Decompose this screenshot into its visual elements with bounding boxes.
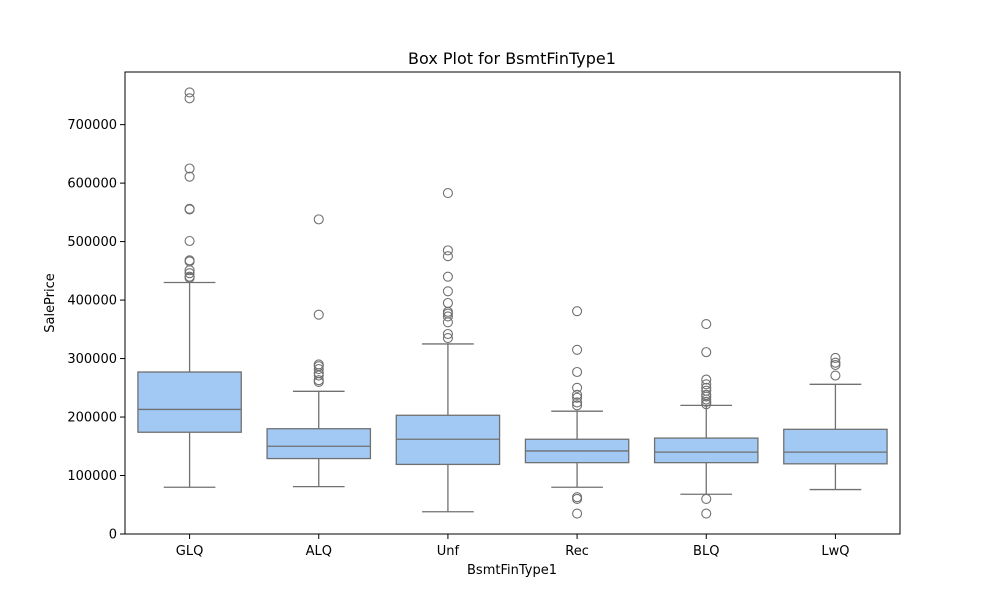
x-tick-label: Rec xyxy=(565,544,589,559)
outlier-point xyxy=(313,364,324,375)
outlier-point xyxy=(184,268,195,279)
outlier-point xyxy=(184,93,195,104)
outlier-point xyxy=(184,265,195,276)
box-blq xyxy=(653,319,759,519)
outlier-point xyxy=(184,87,195,98)
outlier-point xyxy=(830,359,841,371)
outlier-point xyxy=(184,204,195,215)
box-glq xyxy=(137,87,242,488)
box-alq xyxy=(266,214,372,488)
outlier-point xyxy=(701,374,712,385)
outlier-point xyxy=(572,306,583,317)
y-tick-label: 700000 xyxy=(67,118,117,133)
outlier-point xyxy=(701,396,712,407)
outlier-point xyxy=(313,376,324,387)
y-axis-title: SalePrice xyxy=(43,273,58,333)
y-tick-label: 0 xyxy=(109,528,117,543)
outlier-point xyxy=(830,370,841,381)
outlier-point xyxy=(572,397,583,408)
outlier-point xyxy=(830,357,841,368)
outlier-point xyxy=(442,333,453,344)
x-tick-label: LwQ xyxy=(821,544,849,559)
outlier-point xyxy=(442,297,453,309)
outlier-point xyxy=(572,400,583,411)
outlier-point xyxy=(701,394,712,405)
outlier-point xyxy=(572,392,583,403)
y-tick-label: 300000 xyxy=(67,352,117,367)
outlier-point xyxy=(313,309,324,320)
outlier-point xyxy=(572,389,583,400)
outlier-point xyxy=(313,370,324,381)
iqr-box xyxy=(783,428,888,465)
iqr-box xyxy=(266,428,372,460)
outlier-point xyxy=(830,352,841,364)
boxes-layer xyxy=(137,87,888,519)
outlier-point xyxy=(442,311,453,322)
y-tick-label: 100000 xyxy=(67,469,117,484)
outlier-point xyxy=(184,235,195,247)
y-tick-label: 400000 xyxy=(67,294,117,309)
outlier-point xyxy=(701,508,712,519)
y-axis: 0 100000 200000 300000 400000 500000 600000 700… xyxy=(67,118,125,543)
x-tick-label: GLQ xyxy=(176,544,204,559)
outlier-point xyxy=(184,171,195,182)
plot-area-frame xyxy=(124,71,901,535)
outlier-point xyxy=(701,347,712,358)
outlier-point xyxy=(572,508,583,519)
outlier-point xyxy=(701,319,712,330)
x-axis: GLQ ALQ Unf Rec BLQ LwQ xyxy=(176,534,849,559)
box-rec xyxy=(524,306,630,519)
iqr-box xyxy=(653,437,759,464)
outlier-point xyxy=(442,328,453,340)
x-tick-label: Unf xyxy=(437,544,460,559)
box-unf xyxy=(395,188,501,513)
outlier-point xyxy=(313,214,324,225)
x-tick-label: ALQ xyxy=(306,544,332,559)
iqr-box xyxy=(137,371,242,433)
outlier-point xyxy=(572,344,583,355)
outlier-point xyxy=(442,188,453,199)
outlier-point xyxy=(442,251,453,262)
x-axis-title: BsmtFinType1 xyxy=(467,563,557,578)
outlier-point xyxy=(442,271,453,282)
outlier-point xyxy=(442,286,453,297)
outlier-point xyxy=(442,317,453,328)
x-tick-label: BLQ xyxy=(693,544,719,559)
outlier-point xyxy=(184,272,195,283)
outlier-point xyxy=(701,379,712,390)
y-tick-label: 600000 xyxy=(67,177,117,192)
outlier-point xyxy=(572,382,583,393)
outlier-point xyxy=(701,399,712,410)
outlier-point xyxy=(184,163,195,174)
outlier-point xyxy=(701,391,712,402)
chart-title: Box Plot for BsmtFinType1 xyxy=(408,49,616,68)
y-tick-label: 200000 xyxy=(67,411,117,426)
box-lwq xyxy=(783,352,888,491)
outlier-point xyxy=(572,366,583,378)
outlier-point xyxy=(701,493,712,504)
outlier-point xyxy=(442,245,453,256)
y-tick-label: 500000 xyxy=(67,235,117,250)
outlier-point xyxy=(572,493,583,504)
